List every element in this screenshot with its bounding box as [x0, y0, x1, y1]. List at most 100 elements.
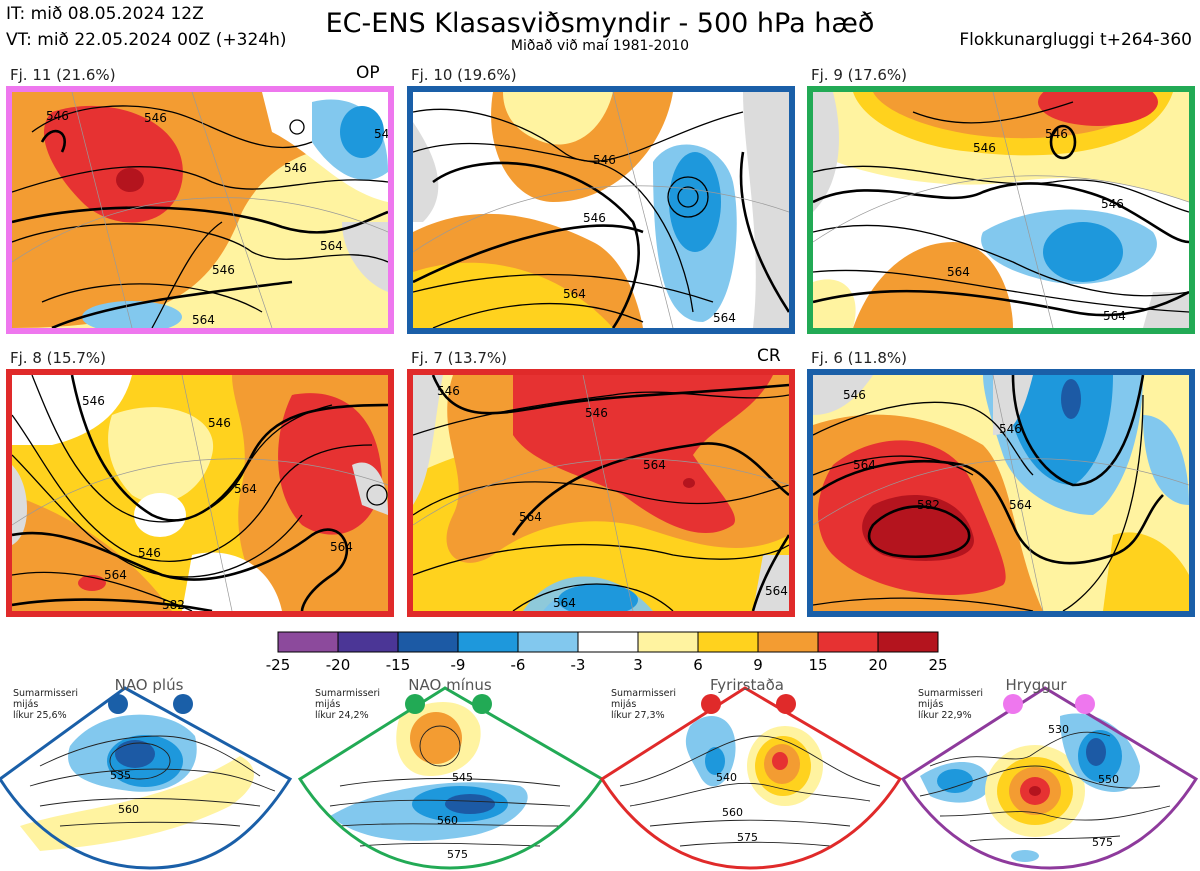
contour-label: 575	[1092, 836, 1113, 849]
colorbar-tick-label: -3	[570, 656, 586, 674]
colorbar-tick-label: -9	[450, 656, 466, 674]
colorbar-cell	[877, 631, 939, 653]
contour-label: 564	[320, 239, 343, 253]
colorbar	[277, 631, 939, 653]
colorbar-tick-label: 9	[753, 656, 763, 674]
contour-label: 546	[583, 211, 606, 225]
contour-label: 564	[104, 568, 127, 582]
colorbar-tick-label: 25	[928, 656, 948, 674]
contour-label: 550	[1098, 773, 1119, 786]
panel-tag: OP	[356, 63, 380, 83]
colorbar-cell	[517, 631, 579, 653]
contour-label: 564	[553, 596, 576, 610]
colorbar-tick-label: -20	[325, 656, 351, 674]
contour-label: 545	[452, 771, 473, 784]
colorbar-cell	[397, 631, 459, 653]
contour-label: 564	[563, 287, 586, 301]
contour-label: 564	[853, 458, 876, 472]
contour-label: 540	[716, 771, 737, 784]
contour-label: 546	[973, 141, 996, 155]
init-time: IT: mið 08.05.2024 12Z	[6, 4, 204, 24]
contour-label: 546	[1101, 197, 1124, 211]
regime-title: Hryggur	[1005, 676, 1067, 694]
colorbar-cell	[337, 631, 399, 653]
colorbar-cell	[277, 631, 339, 653]
contour-label: 582	[917, 498, 940, 512]
regime-map-nao-minus: 545 560 575	[297, 686, 605, 870]
panel-label: Fj. 11 (21.6%)	[10, 66, 116, 84]
contour-label: 564	[713, 311, 736, 325]
valid-time: VT: mið 22.05.2024 00Z (+324h)	[6, 30, 287, 50]
contour-label: 546	[374, 127, 388, 141]
regime-title: Fyrirstaða	[710, 676, 784, 694]
page-subtitle: Miðað við maí 1981-2010	[510, 38, 690, 54]
regime-map-blocking: 540 560 575	[599, 686, 903, 870]
colorbar-tick-label: -25	[265, 656, 291, 674]
contour-label: 582	[162, 598, 185, 611]
contour-label: 546	[585, 406, 608, 420]
contour-label: 560	[437, 814, 458, 827]
contour-label: 530	[1048, 723, 1069, 736]
contour-label: 546	[843, 388, 866, 402]
regime-note: Sumarmisseri mijás líkur 27,3%	[611, 688, 677, 721]
cluster-map-panel: 546 546 564 564	[407, 86, 795, 334]
contour-label: 546	[284, 161, 307, 175]
colorbar-tick-label: -6	[510, 656, 526, 674]
colorbar-cell	[577, 631, 639, 653]
contour-label: 560	[118, 803, 139, 816]
colorbar-cell	[817, 631, 879, 653]
colorbar-cell	[697, 631, 759, 653]
contour-label: 564	[643, 458, 666, 472]
contour-label: 575	[447, 848, 468, 861]
contour-label: 535	[110, 769, 131, 782]
panel-label: Fj. 6 (11.8%)	[811, 349, 907, 367]
panel-label: Fj. 8 (15.7%)	[10, 349, 106, 367]
colorbar-tick-label: 20	[868, 656, 888, 674]
contour-label: 564	[1103, 309, 1126, 323]
colorbar-cell	[757, 631, 819, 653]
contour-label: 546	[138, 546, 161, 560]
page-title: EC-ENS Klasasviðsmyndir - 500 hPa hæð	[325, 8, 875, 39]
colorbar-cell	[637, 631, 699, 653]
regime-title: NAO plús	[114, 676, 184, 694]
cluster-map-panel: 546 546 546 564 564 564 582	[6, 369, 394, 617]
panel-label: Fj. 10 (19.6%)	[411, 66, 517, 84]
contour-label: 546	[212, 263, 235, 277]
regime-strip: 535 560 545 560 575	[0, 686, 1199, 870]
panel-tag: CR	[757, 346, 781, 366]
cluster-map-panel: 546 546 546 564 546 546 564	[6, 86, 394, 334]
contour-label: 546	[82, 394, 105, 408]
colorbar-tick-label: 3	[633, 656, 643, 674]
colorbar-tick-label: -15	[385, 656, 411, 674]
colorbar-cell	[457, 631, 519, 653]
panel-label: Fj. 7 (13.7%)	[411, 349, 507, 367]
cluster-map-panel: 546 546 564 582 564	[807, 369, 1195, 617]
contour-label: 546	[144, 111, 167, 125]
cluster-map-panel: 546 546 564 564 564 564	[407, 369, 795, 617]
contour-label: 546	[1045, 127, 1068, 141]
contour-label: 575	[737, 831, 758, 844]
contour-label: 560	[722, 806, 743, 819]
contour-label: 564	[519, 510, 542, 524]
contour-label: 546	[999, 422, 1022, 436]
colorbar-tick-label: 6	[693, 656, 703, 674]
contour-label: 564	[947, 265, 970, 279]
regime-map-ridge: 530 550 575	[900, 686, 1199, 870]
colorbar-tick-label: 15	[808, 656, 828, 674]
contour-label: 564	[234, 482, 257, 496]
regime-note: Sumarmisseri mijás líkur 25,6%	[13, 688, 79, 721]
contour-label: 546	[208, 416, 231, 430]
regime-title: NAO mínus	[408, 676, 492, 694]
contour-label: 564	[1009, 498, 1032, 512]
classification-window: Flokkunargluggi t+264-360	[959, 30, 1192, 50]
contour-label: 546	[437, 384, 460, 398]
contour-label: 546	[593, 153, 616, 167]
panel-label: Fj. 9 (17.6%)	[811, 66, 907, 84]
regime-note: Sumarmisseri mijás líkur 22,9%	[918, 688, 984, 721]
regime-map-nao-plus: 535 560	[0, 686, 293, 870]
cluster-map-panel: 546 546 546 564 564	[807, 86, 1195, 334]
regime-note: Sumarmisseri mijás líkur 24,2%	[315, 688, 381, 721]
contour-label: 564	[330, 540, 353, 554]
contour-label: 564	[765, 584, 788, 598]
contour-label: 546	[46, 109, 69, 123]
